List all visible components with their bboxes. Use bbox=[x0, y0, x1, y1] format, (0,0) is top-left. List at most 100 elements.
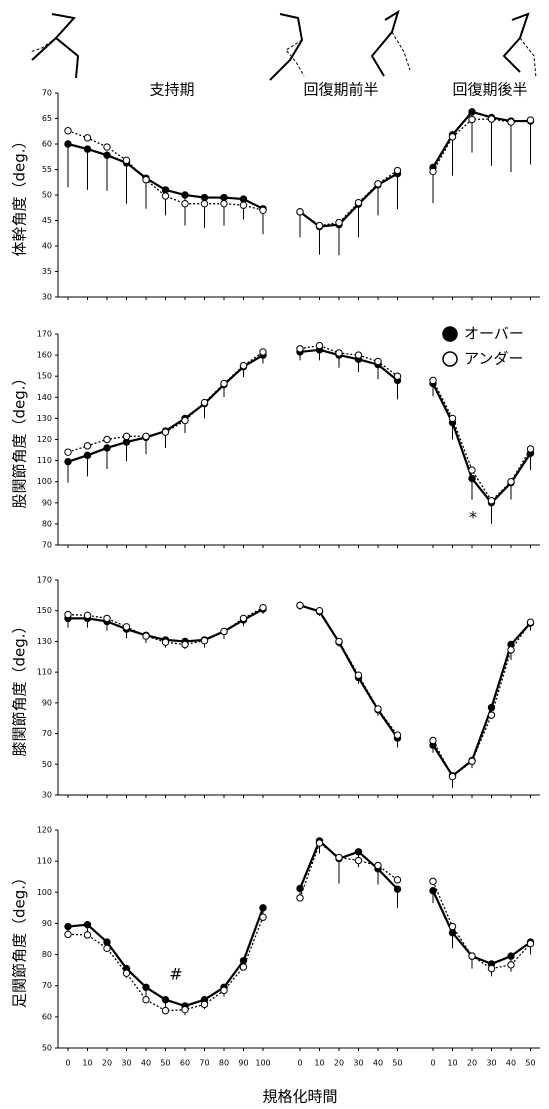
y-tick-label: 70 bbox=[42, 541, 52, 550]
stick-figures bbox=[29, 9, 537, 81]
point bbox=[239, 957, 248, 965]
y-tick-label: 120 bbox=[37, 826, 52, 835]
y-tick-label: 30 bbox=[42, 293, 52, 302]
y-tick-label: 170 bbox=[37, 330, 52, 339]
point bbox=[200, 636, 209, 645]
series-line bbox=[299, 604, 399, 739]
point bbox=[64, 127, 72, 135]
point bbox=[448, 772, 457, 781]
point bbox=[103, 151, 111, 159]
y-tick-label: 70 bbox=[42, 89, 52, 98]
point bbox=[354, 856, 363, 865]
x-tick-label: 10 bbox=[82, 1059, 92, 1068]
point bbox=[220, 627, 228, 636]
y-axis-label: 股関節角度（deg.） bbox=[11, 370, 29, 508]
y-tick-label: 130 bbox=[37, 414, 52, 423]
series-line bbox=[299, 348, 399, 382]
annotation: # bbox=[169, 965, 182, 984]
point bbox=[103, 938, 111, 946]
series-line bbox=[432, 380, 532, 502]
point bbox=[526, 618, 535, 626]
point bbox=[220, 193, 228, 202]
point bbox=[393, 731, 402, 739]
series-line bbox=[67, 907, 265, 1008]
point bbox=[296, 208, 304, 216]
point bbox=[142, 983, 150, 991]
point bbox=[507, 961, 515, 969]
series-line bbox=[299, 169, 398, 227]
x-tick-label: 30 bbox=[353, 1059, 363, 1068]
point bbox=[161, 186, 170, 194]
point bbox=[374, 357, 382, 366]
y-tick-label: 120 bbox=[37, 435, 52, 444]
point bbox=[83, 134, 92, 142]
point bbox=[122, 156, 131, 165]
series-line bbox=[432, 383, 532, 505]
y-tick-label: 55 bbox=[42, 165, 52, 174]
point bbox=[468, 757, 476, 765]
x-axis-label: 規格化時間 bbox=[262, 1088, 337, 1106]
point bbox=[220, 986, 228, 995]
x-tick-label: 10 bbox=[314, 1059, 324, 1068]
series-line bbox=[432, 881, 531, 970]
point bbox=[354, 848, 363, 856]
x-tick-label: 70 bbox=[199, 1059, 209, 1068]
y-tick-label: 170 bbox=[37, 576, 52, 585]
y-tick-label: 160 bbox=[37, 351, 52, 360]
point bbox=[468, 466, 476, 474]
y-tick-label: 90 bbox=[42, 919, 52, 928]
point bbox=[161, 192, 170, 200]
segment-title: 回復期後半 bbox=[452, 81, 527, 99]
point bbox=[507, 118, 515, 126]
point bbox=[487, 964, 496, 973]
x-tick-label: 40 bbox=[141, 1059, 151, 1068]
point bbox=[83, 145, 92, 153]
point bbox=[429, 887, 437, 895]
point bbox=[507, 478, 515, 486]
point bbox=[142, 176, 150, 184]
y-tick-label: 140 bbox=[37, 393, 52, 402]
point bbox=[83, 442, 92, 450]
y-tick-label: 110 bbox=[37, 668, 52, 677]
y-tick-label: 90 bbox=[42, 498, 52, 507]
y-tick-label: 100 bbox=[37, 888, 52, 897]
point bbox=[181, 416, 189, 425]
point bbox=[239, 201, 248, 209]
x-tick-label: 90 bbox=[238, 1059, 248, 1068]
point bbox=[239, 614, 248, 623]
point bbox=[468, 952, 476, 960]
point bbox=[103, 944, 111, 953]
point bbox=[448, 133, 457, 141]
point bbox=[335, 349, 343, 357]
x-tick-label: 100 bbox=[255, 1059, 270, 1068]
point bbox=[239, 195, 248, 203]
x-tick-label: 0 bbox=[297, 1059, 302, 1068]
point bbox=[315, 607, 324, 615]
x-tick-label: 0 bbox=[65, 1059, 70, 1068]
point bbox=[103, 143, 111, 151]
series-line bbox=[299, 172, 399, 228]
point bbox=[259, 348, 267, 356]
y-tick-label: 150 bbox=[37, 606, 52, 615]
x-tick-label: 20 bbox=[467, 1059, 477, 1068]
y-axis-label: 足関節角度（deg.） bbox=[11, 870, 29, 1008]
point bbox=[448, 922, 457, 931]
point bbox=[220, 379, 228, 388]
y-tick-label: 110 bbox=[37, 857, 52, 866]
point bbox=[200, 193, 209, 202]
point bbox=[239, 963, 248, 971]
point bbox=[448, 414, 457, 423]
point bbox=[393, 876, 402, 884]
point bbox=[296, 345, 304, 353]
point bbox=[468, 474, 476, 483]
y-tick-label: 80 bbox=[42, 950, 52, 959]
point bbox=[259, 603, 267, 612]
x-tick-label: 60 bbox=[180, 1059, 190, 1068]
x-tick-label: 50 bbox=[160, 1059, 170, 1068]
series-line bbox=[298, 839, 399, 890]
point bbox=[103, 614, 111, 623]
point bbox=[315, 221, 324, 230]
point bbox=[429, 376, 437, 385]
point bbox=[507, 646, 515, 654]
